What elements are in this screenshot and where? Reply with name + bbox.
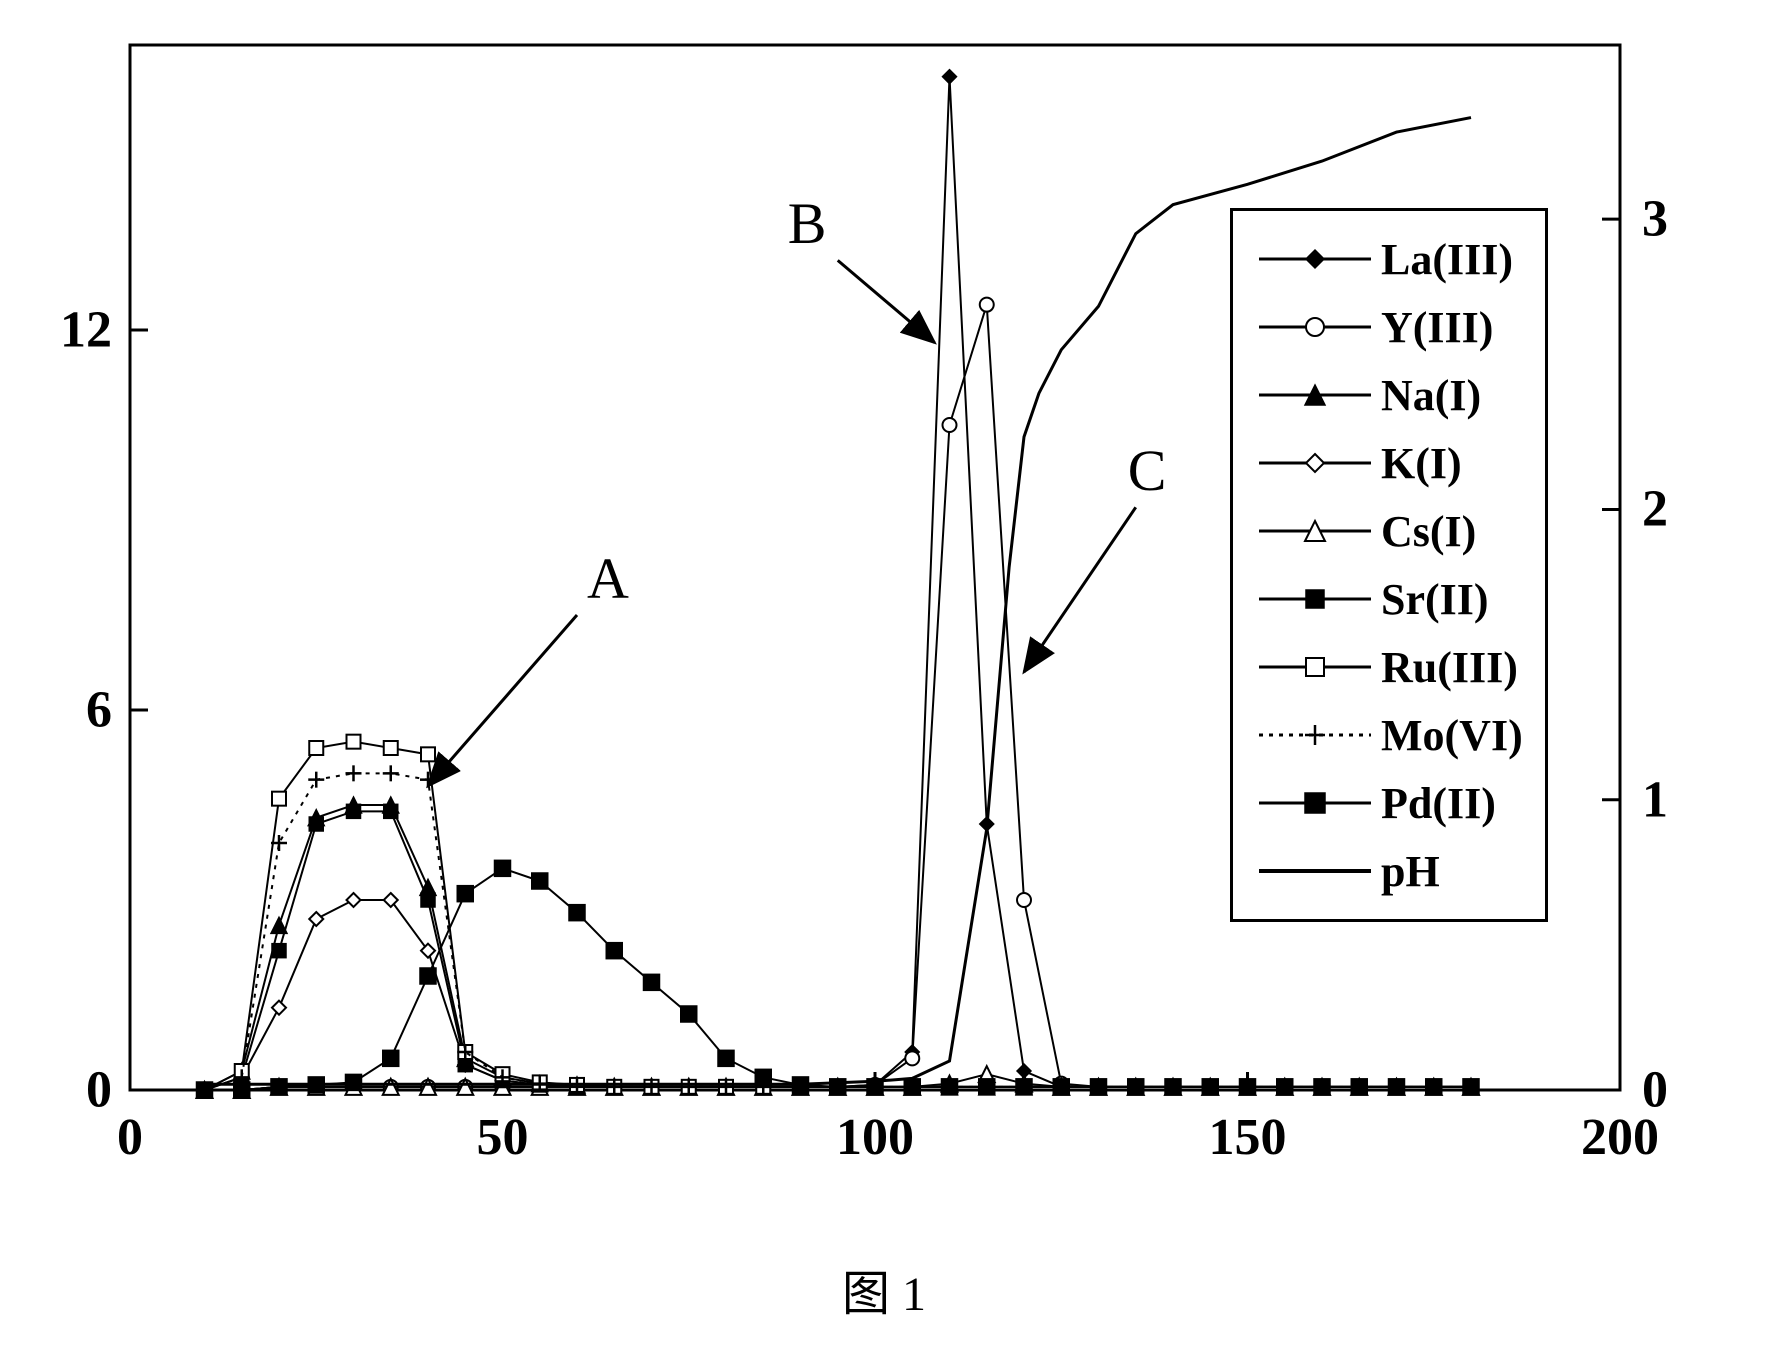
- figure-caption: 图 1: [0, 1254, 1768, 1324]
- y-right-tick-label: 2: [1642, 480, 1668, 539]
- legend-item-Cs: Cs(I): [1255, 497, 1523, 565]
- legend-swatch: [1255, 851, 1375, 891]
- legend-swatch: [1255, 375, 1375, 415]
- legend-label: Mo(VI): [1381, 710, 1523, 761]
- y-right-tick-label: 1: [1642, 770, 1668, 829]
- legend-label: Sr(II): [1381, 574, 1489, 625]
- x-tick-label: 100: [836, 1108, 914, 1167]
- x-tick-label: 150: [1209, 1108, 1287, 1167]
- legend-swatch: [1255, 307, 1375, 347]
- legend-item-pH: pH: [1255, 837, 1523, 905]
- legend-item-K: K(I): [1255, 429, 1523, 497]
- legend-item-Mo: Mo(VI): [1255, 701, 1523, 769]
- annotation-C: C: [1128, 437, 1167, 504]
- legend-item-Pd: Pd(II): [1255, 769, 1523, 837]
- y-left-tick-label: 12: [60, 301, 112, 360]
- legend-swatch: [1255, 783, 1375, 823]
- legend-item-La: La(III): [1255, 225, 1523, 293]
- legend: La(III) Y(III) Na(I) K(I) Cs(I) Sr(II) Ru(III)…: [1230, 208, 1548, 922]
- legend-item-Y: Y(III): [1255, 293, 1523, 361]
- legend-item-Ru: Ru(III): [1255, 633, 1523, 701]
- legend-label: pH: [1381, 846, 1440, 897]
- y-left-tick-label: 6: [86, 681, 112, 740]
- x-tick-label: 0: [117, 1108, 143, 1167]
- legend-swatch: [1255, 511, 1375, 551]
- legend-swatch: [1255, 443, 1375, 483]
- legend-swatch: [1255, 239, 1375, 279]
- legend-item-Na: Na(I): [1255, 361, 1523, 429]
- legend-label: Pd(II): [1381, 778, 1496, 829]
- legend-label: Na(I): [1381, 370, 1481, 421]
- legend-label: Cs(I): [1381, 506, 1476, 557]
- y-right-tick-label: 0: [1642, 1061, 1668, 1120]
- legend-swatch: [1255, 579, 1375, 619]
- y-right-tick-label: 3: [1642, 190, 1668, 249]
- annotation-B: B: [788, 190, 827, 257]
- figure-container: 05010015020006120123 La(III)Y(III)Na(I)K…: [0, 0, 1768, 1349]
- legend-label: Ru(III): [1381, 642, 1518, 693]
- legend-label: Y(III): [1381, 302, 1493, 353]
- legend-item-Sr: Sr(II): [1255, 565, 1523, 633]
- legend-label: K(I): [1381, 438, 1462, 489]
- legend-label: La(III): [1381, 234, 1513, 285]
- x-tick-label: 50: [477, 1108, 529, 1167]
- legend-swatch: [1255, 647, 1375, 687]
- annotation-A: A: [587, 545, 629, 612]
- y-left-tick-label: 0: [86, 1061, 112, 1120]
- legend-swatch: [1255, 715, 1375, 755]
